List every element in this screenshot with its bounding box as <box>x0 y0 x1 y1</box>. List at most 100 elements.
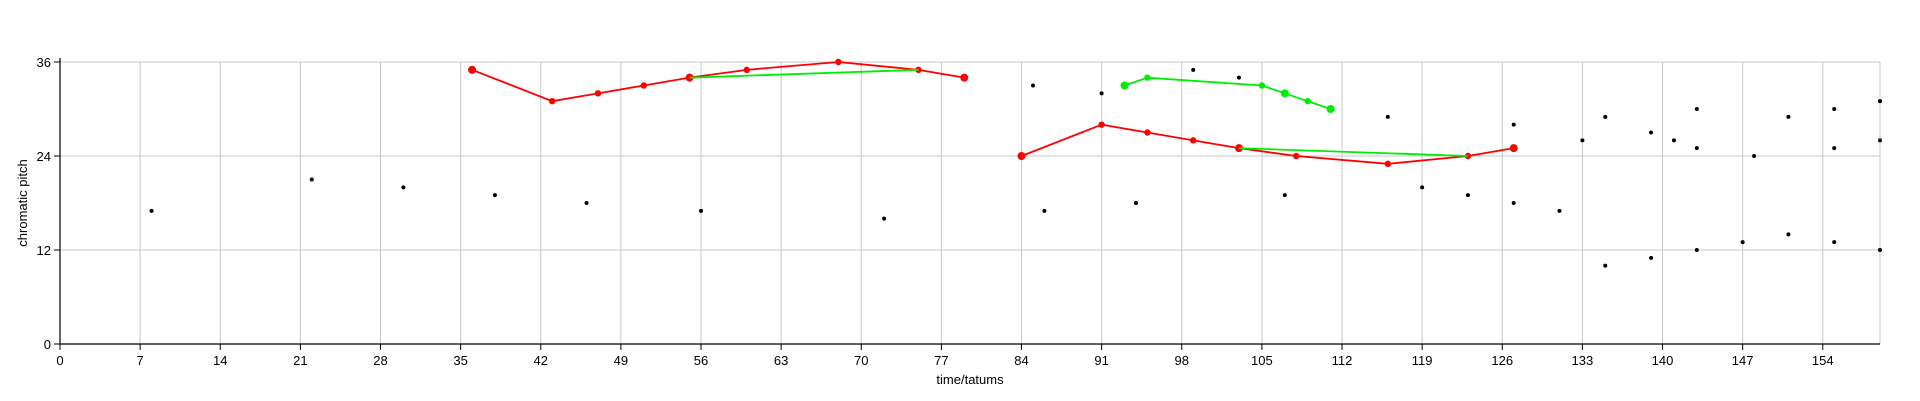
x-tick-label: 133 <box>1572 353 1594 368</box>
data-point <box>1282 193 1287 198</box>
series-2 <box>1017 121 1518 168</box>
data-point <box>1280 89 1289 98</box>
y-tick-label: 24 <box>37 149 51 164</box>
y-tick-label: 0 <box>44 337 51 352</box>
x-tick-label: 119 <box>1412 353 1433 368</box>
y-tick-label: 36 <box>37 55 51 70</box>
series-4 <box>1120 74 1335 113</box>
data-point <box>1878 248 1882 252</box>
series-0 <box>468 58 969 105</box>
x-tick-label: 105 <box>1251 353 1273 368</box>
data-point <box>1144 129 1151 136</box>
data-point <box>1509 144 1518 153</box>
data-point <box>1832 107 1837 111</box>
x-tick-label: 98 <box>1175 353 1189 368</box>
data-point <box>1384 160 1391 168</box>
data-point <box>1878 138 1882 143</box>
data-point <box>1420 185 1425 190</box>
data-point <box>1649 255 1654 260</box>
grid <box>60 61 1881 344</box>
x-tick-label: 42 <box>534 353 548 368</box>
data-point <box>1671 138 1676 143</box>
x-tick-label: 56 <box>694 353 708 368</box>
data-point <box>1878 99 1882 104</box>
data-point <box>1017 152 1026 160</box>
data-point <box>1304 97 1311 105</box>
data-point <box>1557 208 1562 213</box>
data-point <box>1144 74 1151 81</box>
series-line <box>1238 147 1468 157</box>
series-line <box>1124 76 1331 110</box>
x-tick-label: 126 <box>1491 353 1513 368</box>
data-point <box>1603 263 1608 268</box>
data-point <box>1030 83 1035 88</box>
data-point <box>149 208 154 213</box>
data-point <box>1694 248 1699 252</box>
x-tick-label: 63 <box>774 353 788 368</box>
data-point <box>882 216 887 221</box>
data-point <box>1511 201 1516 205</box>
data-point <box>1465 193 1470 198</box>
series-3 <box>1238 147 1468 157</box>
data-point <box>584 201 589 205</box>
data-point <box>1786 114 1791 119</box>
x-tick-label: 28 <box>373 353 387 368</box>
series-line <box>471 61 965 103</box>
data-point <box>1694 146 1699 151</box>
x-tick-label: 77 <box>934 353 948 368</box>
data-point <box>401 185 406 190</box>
data-point <box>468 65 477 74</box>
x-tick-label: 0 <box>56 353 63 368</box>
data-point <box>1786 232 1791 237</box>
data-point <box>492 193 497 198</box>
plot-area <box>149 58 1882 268</box>
series-5 <box>149 67 1882 268</box>
x-tick-label: 21 <box>293 353 307 368</box>
data-point <box>549 97 556 105</box>
data-point <box>1293 152 1300 160</box>
data-point <box>1385 114 1390 119</box>
data-point <box>1740 240 1745 245</box>
data-point <box>743 66 750 74</box>
x-tick-label: 14 <box>213 353 227 368</box>
series-line <box>689 68 919 79</box>
x-tick-label: 112 <box>1332 353 1353 368</box>
data-point <box>1099 91 1104 96</box>
x-tick-label: 7 <box>137 353 144 368</box>
data-point <box>309 177 314 182</box>
y-axis-label: chromatic pitch <box>15 159 30 246</box>
data-point <box>1603 114 1608 119</box>
x-tick-label: 147 <box>1732 353 1754 368</box>
data-point <box>1752 154 1757 158</box>
axes: 0 7 14 21 28 35 42 49 56 63 70 77 84 91 98 105 112 119 126… <box>37 55 1880 368</box>
x-tick-label: 49 <box>614 353 628 368</box>
data-point <box>1133 201 1138 205</box>
data-point <box>1326 105 1335 113</box>
data-point <box>835 58 842 66</box>
data-point <box>1191 67 1196 72</box>
data-point <box>1694 107 1699 111</box>
data-point <box>1511 122 1516 127</box>
x-tick-label: 84 <box>1014 353 1028 368</box>
data-point <box>1832 240 1837 245</box>
data-point <box>1236 75 1241 80</box>
data-point <box>699 208 704 213</box>
data-point <box>1120 81 1129 90</box>
x-tick-label: 154 <box>1812 353 1834 368</box>
data-point <box>1832 146 1837 151</box>
data-point <box>1649 130 1654 135</box>
data-point <box>594 90 602 97</box>
data-point <box>640 82 647 89</box>
x-tick-label: 35 <box>453 353 467 368</box>
data-point <box>1042 208 1047 213</box>
data-point <box>1098 121 1105 128</box>
series-1 <box>689 68 919 79</box>
data-point <box>1580 138 1585 143</box>
y-tick-label: 12 <box>37 243 51 258</box>
x-tick-label: 91 <box>1094 353 1108 368</box>
data-point <box>960 73 969 82</box>
x-tick-label: 70 <box>854 353 868 368</box>
data-point <box>1258 82 1266 89</box>
x-axis-label: time/tatums <box>936 372 1004 387</box>
